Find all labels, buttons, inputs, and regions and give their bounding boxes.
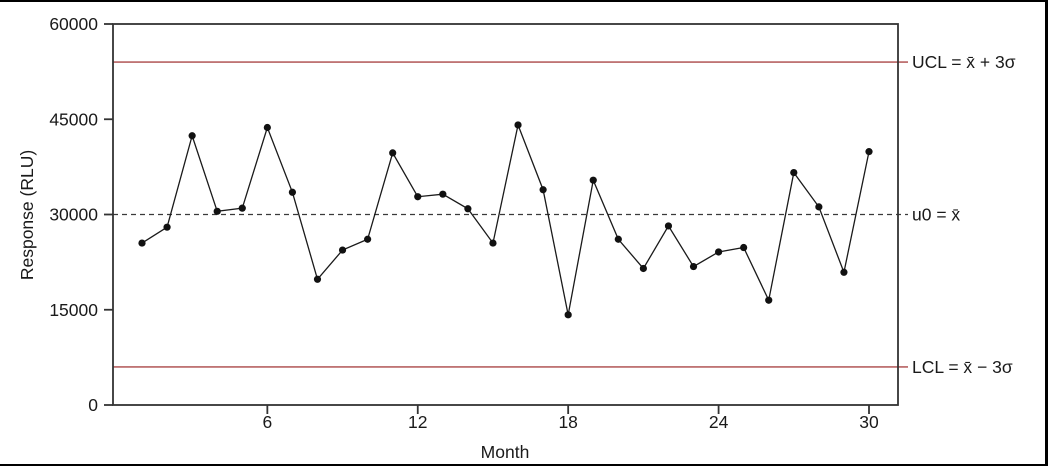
data-point: [740, 243, 748, 252]
data-point: [188, 132, 196, 140]
y-tick-label: 15000: [49, 300, 98, 320]
data-point: [539, 186, 547, 194]
y-tick-label: 30000: [49, 205, 98, 225]
x-tick-label: 12: [408, 412, 427, 432]
data-point: [364, 235, 372, 243]
series-line: [141, 122, 870, 315]
data-point: [765, 296, 773, 304]
x-tick-label: 24: [709, 412, 729, 432]
y-tick-label: 60000: [49, 14, 98, 34]
data-point: [263, 123, 271, 132]
data-point: [589, 176, 597, 184]
data-point: [840, 268, 848, 276]
x-tick-label: 6: [262, 412, 272, 432]
x-tick-label: 18: [558, 412, 577, 432]
data-point: [689, 262, 698, 271]
data-point: [213, 207, 221, 215]
data-point: [664, 222, 673, 230]
data-point: [464, 205, 472, 213]
data-point: [288, 188, 297, 196]
x-tick-label: 30: [859, 412, 879, 432]
y-tick-label: 0: [88, 395, 98, 415]
data-point: [138, 239, 146, 247]
data-point: [489, 239, 497, 247]
data-point: [614, 235, 622, 243]
data-point: [389, 149, 397, 157]
data-point: [439, 190, 447, 198]
data-point: [163, 223, 171, 231]
lcl-limit-label: LCL = x̄ − 3σ: [912, 357, 1013, 377]
data-point: [790, 168, 798, 177]
data-point: [338, 246, 347, 254]
ucl-limit-label: UCL = x̄ + 3σ: [912, 52, 1016, 72]
data-point: [313, 275, 322, 283]
data-point: [714, 248, 723, 256]
data-point: [564, 311, 572, 319]
data-point: [238, 204, 246, 212]
x-axis-title: Month: [481, 442, 530, 462]
data-point: [414, 193, 422, 201]
data-point: [514, 121, 522, 129]
data-point: [639, 264, 647, 273]
y-tick-label: 45000: [49, 109, 98, 129]
y-axis-title: Response (RLU): [17, 150, 37, 280]
data-point: [815, 203, 823, 211]
center-line-label: u0 = x̄: [912, 205, 960, 225]
data-point: [865, 148, 873, 156]
